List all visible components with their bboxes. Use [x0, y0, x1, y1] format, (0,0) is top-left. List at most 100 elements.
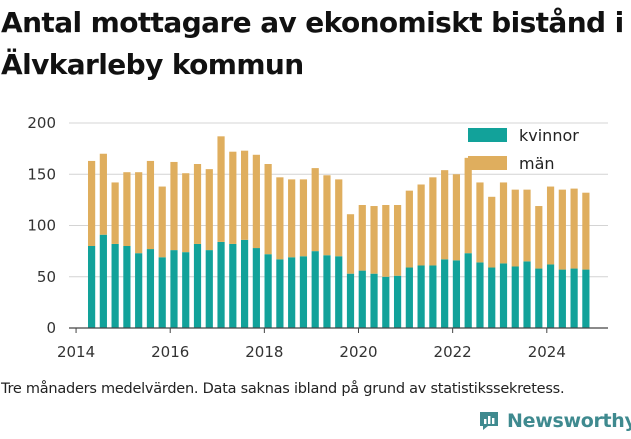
bar-kvinnor[interactable] [264, 254, 272, 328]
bar-män[interactable] [229, 151, 237, 244]
bar-kvinnor[interactable] [170, 250, 178, 328]
newsworthy-icon [480, 412, 498, 430]
bar-män[interactable] [346, 214, 355, 274]
bar-män[interactable] [135, 172, 143, 254]
y-tick-label: 50 [37, 268, 56, 286]
bar-män[interactable] [393, 205, 402, 276]
bar-kvinnor[interactable] [511, 266, 519, 329]
bar-kvinnor[interactable] [158, 257, 166, 328]
bar-män[interactable] [558, 189, 566, 270]
bar-kvinnor[interactable] [299, 256, 308, 328]
bar-män[interactable] [170, 161, 178, 251]
newsworthy-logo[interactable]: Newsworthy [477, 409, 631, 433]
bar-män[interactable] [299, 179, 308, 257]
bar-kvinnor[interactable] [323, 255, 331, 328]
bar-kvinnor[interactable] [393, 275, 402, 328]
bar-män[interactable] [370, 206, 378, 274]
bar-kvinnor[interactable] [570, 268, 578, 328]
bar-män[interactable] [264, 164, 272, 255]
bar-kvinnor[interactable] [429, 265, 437, 328]
x-tick-label: 2016 [151, 343, 189, 361]
bar-män[interactable] [476, 182, 484, 263]
bar-kvinnor[interactable] [229, 243, 237, 328]
bar-män[interactable] [288, 179, 296, 258]
bar-kvinnor[interactable] [499, 263, 508, 328]
bar-kvinnor[interactable] [558, 269, 566, 328]
bar-kvinnor[interactable] [417, 265, 425, 328]
y-tick-label: 150 [27, 165, 56, 183]
bar-kvinnor[interactable] [488, 267, 496, 328]
bar-män[interactable] [570, 188, 578, 269]
bar-män[interactable] [335, 179, 343, 257]
bar-män[interactable] [429, 177, 437, 266]
axes: 0 50 100 150 200 2014 2016 2018 2020 2022 2024 [27, 114, 608, 361]
bar-män[interactable] [417, 184, 425, 266]
bar-män[interactable] [323, 175, 331, 256]
bar-män[interactable] [123, 172, 131, 246]
bar-män[interactable] [464, 157, 472, 254]
bar-kvinnor[interactable] [146, 249, 155, 328]
bar-kvinnor[interactable] [452, 260, 461, 328]
bar-kvinnor[interactable] [464, 253, 472, 328]
bar-kvinnor[interactable] [217, 241, 225, 328]
bar-kvinnor[interactable] [123, 246, 131, 328]
bar-män[interactable] [582, 192, 590, 270]
bar-män[interactable] [111, 182, 119, 244]
bar-män[interactable] [88, 160, 96, 246]
x-tick-label: 2018 [245, 343, 283, 361]
bar-kvinnor[interactable] [476, 262, 484, 328]
bar-kvinnor[interactable] [346, 273, 355, 328]
bar-män[interactable] [205, 169, 213, 251]
bar-kvinnor[interactable] [135, 253, 143, 328]
legend-label-män: män [519, 154, 555, 173]
bar-män[interactable] [382, 205, 390, 277]
bar-kvinnor[interactable] [252, 248, 260, 328]
bar-kvinnor[interactable] [370, 273, 378, 328]
bar-män[interactable] [182, 173, 190, 253]
bar-kvinnor[interactable] [99, 234, 107, 328]
bar-män[interactable] [358, 205, 366, 271]
bar-kvinnor[interactable] [335, 256, 343, 328]
bar-män[interactable] [535, 206, 543, 269]
bar-män[interactable] [146, 160, 155, 250]
y-tick-label: 0 [46, 319, 56, 337]
bar-män[interactable] [452, 174, 461, 261]
bar-kvinnor[interactable] [358, 270, 366, 328]
bar-män[interactable] [546, 186, 555, 265]
bar-män[interactable] [193, 164, 202, 244]
bar-män[interactable] [441, 170, 449, 260]
bar-män[interactable] [276, 177, 284, 260]
bar-kvinnor[interactable] [582, 269, 590, 328]
bar-kvinnor[interactable] [405, 267, 413, 328]
bar-kvinnor[interactable] [240, 239, 249, 328]
bar-kvinnor[interactable] [523, 261, 531, 329]
chart-title: Antal mottagare av ekonomiskt bistånd i … [1, 6, 624, 81]
bar-kvinnor[interactable] [382, 276, 390, 328]
bar-män[interactable] [240, 150, 249, 240]
bar-kvinnor[interactable] [311, 251, 319, 329]
bar-kvinnor[interactable] [193, 243, 202, 328]
bar-kvinnor[interactable] [288, 257, 296, 328]
bar-kvinnor[interactable] [546, 264, 555, 328]
bar-män[interactable] [158, 186, 166, 258]
bar-män[interactable] [252, 154, 260, 249]
bar-kvinnor[interactable] [205, 250, 213, 328]
bar-män[interactable] [511, 189, 519, 267]
bar-kvinnor[interactable] [535, 268, 543, 328]
bar-män[interactable] [311, 168, 319, 252]
bar-män[interactable] [217, 136, 225, 242]
bar-män[interactable] [499, 182, 508, 264]
y-tick-label: 200 [27, 114, 56, 132]
bar-män[interactable] [523, 189, 531, 262]
bar-män[interactable] [99, 153, 107, 235]
bar-kvinnor[interactable] [88, 246, 96, 328]
legend: kvinnor män [468, 126, 579, 173]
bar-kvinnor[interactable] [441, 259, 449, 328]
bar-män[interactable] [488, 196, 496, 268]
bar-kvinnor[interactable] [182, 252, 190, 328]
bar-kvinnor[interactable] [111, 243, 119, 328]
brand-name: Newsworthy [507, 410, 631, 432]
bar-män[interactable] [405, 190, 413, 268]
chart-caption: Tre månaders medelvärden. Data saknas ib… [1, 381, 565, 397]
bar-kvinnor[interactable] [276, 259, 284, 328]
